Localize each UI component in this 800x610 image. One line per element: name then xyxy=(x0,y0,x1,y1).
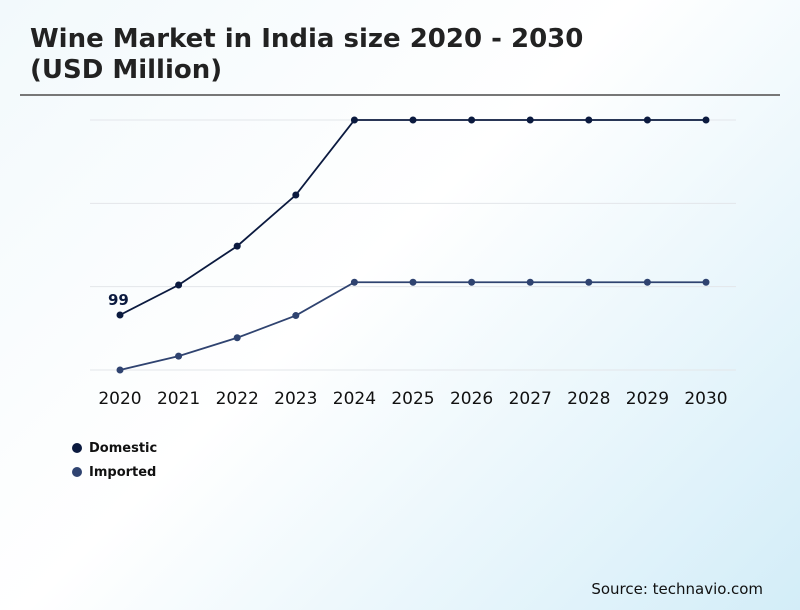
data-point xyxy=(643,278,651,286)
series-line-imported xyxy=(119,281,706,371)
legend-marker-icon xyxy=(72,443,82,453)
legend-marker-icon xyxy=(72,467,82,477)
x-tick-label: 2030 xyxy=(684,389,727,409)
x-tick-label: 2028 xyxy=(567,389,610,409)
data-point xyxy=(233,334,241,342)
x-tick-label: 2024 xyxy=(333,389,376,409)
title-line-2: (USD Million) xyxy=(30,55,223,85)
x-tick-label: 2027 xyxy=(509,389,552,409)
x-tick-label: 2023 xyxy=(274,389,317,409)
data-point xyxy=(702,278,710,286)
x-tick-label: 2021 xyxy=(157,389,200,409)
data-label: 99 xyxy=(108,291,129,309)
data-point xyxy=(292,191,300,199)
data-point xyxy=(468,278,476,286)
data-point xyxy=(116,366,124,374)
data-point xyxy=(350,278,358,286)
data-point xyxy=(175,352,183,360)
data-point xyxy=(468,116,476,124)
data-point xyxy=(350,116,358,124)
legend: Domestic Imported xyxy=(72,436,157,484)
data-point xyxy=(643,116,651,124)
x-tick-label: 2020 xyxy=(98,389,141,409)
data-point xyxy=(585,116,593,124)
x-tick-label: 2029 xyxy=(626,389,669,409)
legend-label: Domestic xyxy=(89,440,158,456)
data-point xyxy=(702,116,710,124)
data-point xyxy=(409,116,417,124)
data-point xyxy=(526,116,534,124)
data-point xyxy=(585,278,593,286)
chart-title: Wine Market in India size 2020 - 2030 (US… xyxy=(30,24,583,86)
data-point xyxy=(292,312,300,320)
legend-item-domestic: Domestic xyxy=(72,436,157,460)
data-point xyxy=(116,311,124,319)
x-tick-label: 2022 xyxy=(216,389,259,409)
x-tick-label: 2026 xyxy=(450,389,493,409)
data-point xyxy=(409,278,417,286)
title-line-1: Wine Market in India size 2020 - 2030 xyxy=(30,24,584,54)
source-credit: Source: technavio.com xyxy=(591,580,763,598)
data-point xyxy=(526,278,534,286)
x-tick-label: 2025 xyxy=(391,389,434,409)
title-divider xyxy=(20,94,780,96)
data-point xyxy=(233,242,241,250)
legend-label: Imported xyxy=(89,464,157,480)
series-line-domestic xyxy=(119,119,706,316)
legend-item-imported: Imported xyxy=(72,460,157,484)
data-point xyxy=(175,281,183,289)
